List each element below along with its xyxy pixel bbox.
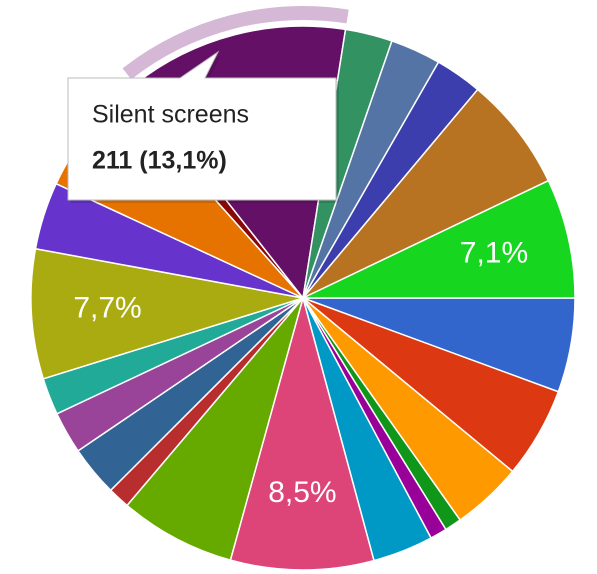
tooltip: Silent screens 211 (13,1%) <box>67 50 339 203</box>
tooltip-label: Silent screens <box>92 101 249 129</box>
slice <box>30 247 304 380</box>
slice <box>302 179 576 299</box>
slice-highlight <box>122 6 349 80</box>
slice-label: 8,5% <box>268 476 336 509</box>
slice <box>229 295 375 571</box>
slice-label: 7,1% <box>460 237 528 270</box>
slice <box>125 297 304 562</box>
tooltip-box <box>67 50 337 201</box>
slice-label: 7,7% <box>73 292 141 325</box>
slice <box>302 88 550 299</box>
tooltip-value: 211 (13,1%) <box>92 147 227 175</box>
